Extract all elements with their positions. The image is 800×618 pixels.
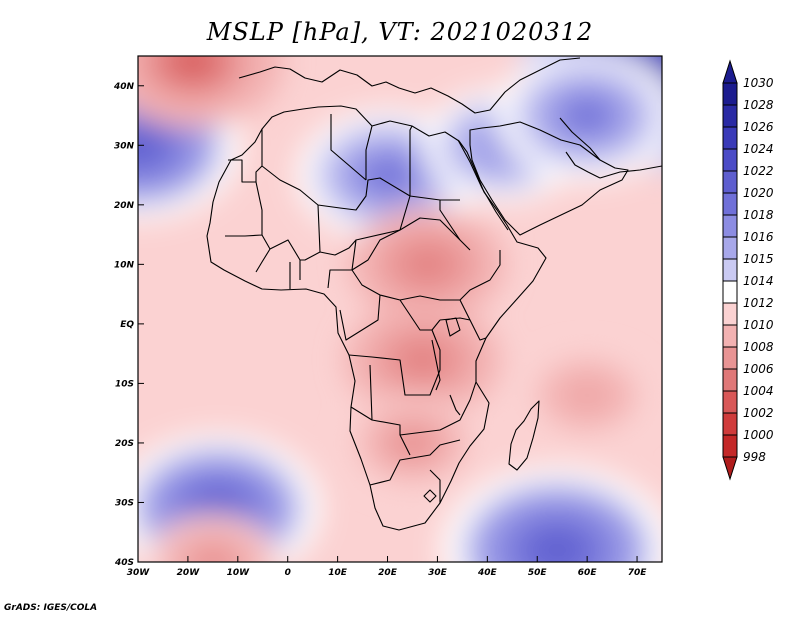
lat-tick-label: 10S [115,379,134,389]
pressure-system-12 [199,552,227,562]
map-frame [137,55,663,563]
colorbar-swatch-1018 [722,214,738,238]
lat-tick-label: 10N [114,260,135,270]
great-lakes [431,317,461,416]
colorbar-label-1002: 1002 [743,406,774,420]
colorbar-swatch-1004 [722,390,738,414]
grads-credit: GrADS: IGES/COLA [4,603,98,613]
persian-gulf [565,151,601,179]
colorbar-label-998: 998 [743,450,766,464]
colorbar-swatch-1024 [722,148,738,172]
coastlines-borders [206,57,662,531]
colorbar-label-1030: 1030 [743,76,774,90]
longitude-ticks: 30W 20W 10W 0 10E 20E 30E 40E 50E 60E 70E [127,556,647,578]
colorbar-label-1014: 1014 [743,274,774,288]
lat-tick-label: 30N [114,141,135,151]
pressure-system-9 [406,348,439,371]
colorbar-top-arrow [722,59,738,84]
colorbar-label-1000: 1000 [743,428,774,442]
colorbar-swatch-1030 [722,82,738,106]
colorbar-label-1020: 1020 [743,186,774,200]
lon-tick-label: 70E [628,568,648,578]
pressure-system-10 [399,433,426,453]
colorbar-swatch-1022 [722,170,738,194]
lat-tick-label: 40N [113,82,135,92]
lon-tick-label: 30W [127,568,151,578]
colorbar-swatch-1026 [722,126,738,150]
pressure-system-2 [533,533,581,562]
pressure-system-6 [568,102,606,129]
pressure-system-7 [174,56,212,76]
central-africa-borders [339,217,501,341]
colorbar-swatch-1010 [722,324,738,348]
lat-tick-label: 30S [115,498,134,508]
colorbar-label-1016: 1016 [743,230,774,244]
colorbar-swatch-1012 [722,302,738,326]
colorbar-swatch-1000 [722,434,738,458]
colorbar-label-1004: 1004 [743,384,774,398]
colorbar-label-1028: 1028 [743,98,774,112]
colorbar-swatch-1002 [722,412,738,436]
colorbar-label-1010: 1010 [743,318,774,332]
map-title: MSLP [hPa], VT: 2021020312 [206,18,594,46]
lat-tick-label: EQ [120,320,134,330]
colorbar-swatch-1028 [722,104,738,128]
colorbar-label-1026: 1026 [743,120,774,134]
colorbar-label-1018: 1018 [743,208,774,222]
colorbar-label-1015: 1015 [743,252,774,266]
colorbar-swatch-1008 [722,346,738,370]
iran-border [559,117,601,161]
lon-tick-label: 10E [328,568,348,578]
lat-tick-label: 20S [115,439,134,449]
africa-coastline [206,105,547,531]
colorbar-label-1012: 1012 [743,296,774,310]
colorbar-label-1022: 1022 [743,164,774,178]
colorbar-bottom-arrow [722,456,738,481]
lesotho-border [423,489,437,503]
pressure-system-11 [575,386,600,404]
asia-coastline [599,165,662,179]
pressure-system-8 [411,253,444,276]
lon-tick-label: 50E [528,568,548,578]
lon-tick-label: 30E [428,568,448,578]
lon-tick-label: 20W [177,568,201,578]
colorbar-label-1008: 1008 [743,340,774,354]
west-africa-borders [225,181,357,289]
colorbar-swatch-1016 [722,236,738,260]
colorbar-swatch-1020 [722,192,738,216]
lat-tick-label: 20N [114,201,135,211]
lat-tick-label: 40S [114,558,134,568]
colorbar-label-1006: 1006 [743,362,774,376]
lon-tick-label: 0 [285,568,291,578]
red-sea [457,139,509,231]
colorbar-swatch-1015 [722,258,738,282]
madagascar-coastline [508,400,540,471]
latitude-ticks: 40N 30N 20N 10N EQ 10S 20S 30S 40S [113,82,144,568]
southern-africa-borders [348,329,477,503]
arabia-coastline [469,121,629,236]
lon-tick-label: 20E [378,568,398,578]
colorbar: 1030 1028 1026 1024 1022 1020 1018 1016 1015 1014… [722,59,774,481]
colorbar-swatch-1006 [722,368,738,392]
lon-tick-label: 40E [477,568,498,578]
pressure-system-4 [369,161,406,189]
colorbar-label-1024: 1024 [743,142,774,156]
lon-tick-label: 60E [578,568,598,578]
pressure-field [138,56,662,562]
colorbar-swatch-1014 [722,280,738,304]
lon-tick-label: 10W [227,568,251,578]
europe-coastline [238,57,581,114]
pressure-system-3 [138,130,159,161]
